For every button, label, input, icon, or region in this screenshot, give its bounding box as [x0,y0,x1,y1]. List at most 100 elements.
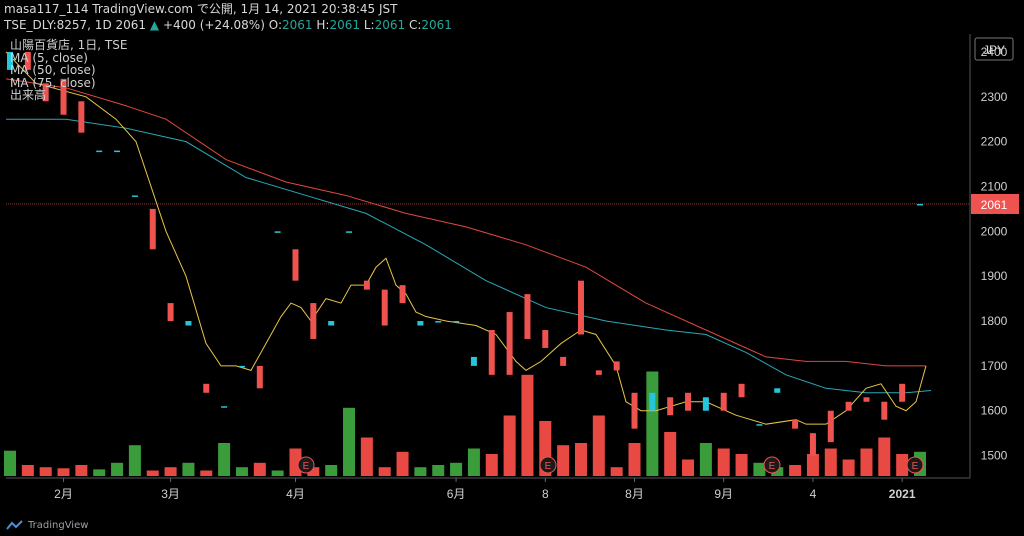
legend-title[interactable]: 山陽百貨店, 1日, TSE [10,38,128,52]
candle [702,397,709,411]
volume-bar [39,467,52,476]
legend-ma50[interactable]: MA (50, close) [10,63,96,77]
ma50-line [6,118,932,394]
close-label: C: [408,18,422,32]
volume-bar [806,454,819,476]
candle [649,392,656,411]
tradingview-logo[interactable]: TradingView [6,519,88,531]
candle [185,321,192,326]
candle [774,388,781,393]
close-value: 2061 [421,18,452,32]
candle [613,361,620,371]
candle [917,203,923,206]
candle [488,330,495,375]
volume-bar [896,454,909,476]
publish-line: masa117_114 TradingView.com で公開, 1月 14, … [4,2,398,16]
candle [792,419,799,429]
candle [631,392,638,429]
volume-bar [628,443,641,476]
y-tick-label: 2200 [981,135,1008,149]
legend-ma5[interactable]: MA (5, close) [10,50,88,65]
x-tick-label: 9月 [714,487,733,501]
volume-bar [860,448,873,476]
volume-bar [789,465,802,476]
volume-bar [450,462,463,476]
volume-bar [646,371,659,476]
volume-bar [128,445,141,476]
earnings-icon-letter: E [545,461,552,472]
earnings-icon [539,456,557,474]
volume-bar [271,470,284,476]
x-tick-label: 8月 [625,487,644,501]
volume-bar [682,459,695,476]
time-axis[interactable]: 2月 3月 4月 6月 8 8月 9月 4 2021 [6,477,970,501]
x-tick-label: 8 [542,487,549,501]
volume-bar [235,467,248,476]
candle [417,321,424,326]
volume-bar [878,437,891,476]
candle [274,231,281,233]
high-label: H: [316,18,330,32]
volume-bar [485,454,498,476]
up-arrow-icon: ▲ [149,18,160,32]
volume-bar [592,415,605,476]
candle [756,424,763,426]
symbol-info: TSE_DLY:8257, 1D 2061 [4,18,147,32]
candle [346,231,353,233]
candle [435,321,442,323]
y-tick-label: 2100 [981,179,1008,193]
candle [310,303,317,339]
candle [292,249,299,281]
candle [809,433,816,456]
candle [738,383,745,398]
legend-volume[interactable]: 出来高 [10,88,47,102]
indicator-legend[interactable]: 山陽百貨店, 1日, TSE MA (5, close) MA (50, clo… [10,39,127,102]
volume-bar [735,454,748,476]
chart-header: masa117_114 TradingView.com で公開, 1月 14, … [4,1,452,33]
volume-bar [343,407,356,476]
candle [577,280,584,335]
volume-bar [146,470,159,476]
candle [827,410,834,443]
tradingview-brand: TradingView [28,519,89,531]
candle [720,392,727,411]
volume-bar [21,465,34,476]
candle [524,294,531,339]
candle [203,383,210,393]
volume-bar [164,467,177,476]
volume-bar [432,465,445,476]
moving-average-lines [5,51,932,425]
volume-bar [467,448,480,476]
candle [256,365,263,389]
candles [7,51,923,456]
candle [453,321,460,323]
volume-bar [307,467,320,476]
price-axis[interactable]: JPY 1500 1600 1700 1800 1900 2000 2100 2200 2300 2… [969,34,1019,478]
candle [167,303,174,322]
x-tick-label: 4 [810,487,817,501]
candle [863,397,870,402]
volume-bar [182,462,195,476]
ohlc-line: TSE_DLY:8257, 1D 2061 ▲ +400 (+24.08%) O… [4,17,452,33]
x-tick-label: 2月 [54,487,73,501]
volume-bar [664,432,677,476]
open-value: 2061 [282,18,313,32]
last-price-tag [971,193,1019,214]
x-tick-label: 6月 [447,487,466,501]
currency-label: JPY [983,43,1005,57]
earnings-icon-letter: E [303,461,310,472]
y-tick-label: 1600 [981,404,1008,418]
ma5-line [5,51,927,425]
candle [399,285,406,304]
volume-bar [360,437,373,476]
x-tick-label: 3月 [161,487,180,501]
low-value: 2061 [374,18,406,32]
earnings-icon-letter: E [769,461,776,472]
legend-ma75[interactable]: MA (75, close) [10,75,96,90]
candle [667,397,674,416]
y-tick-label: 1700 [981,359,1008,373]
candle [238,365,245,368]
volume-bar [824,448,837,476]
